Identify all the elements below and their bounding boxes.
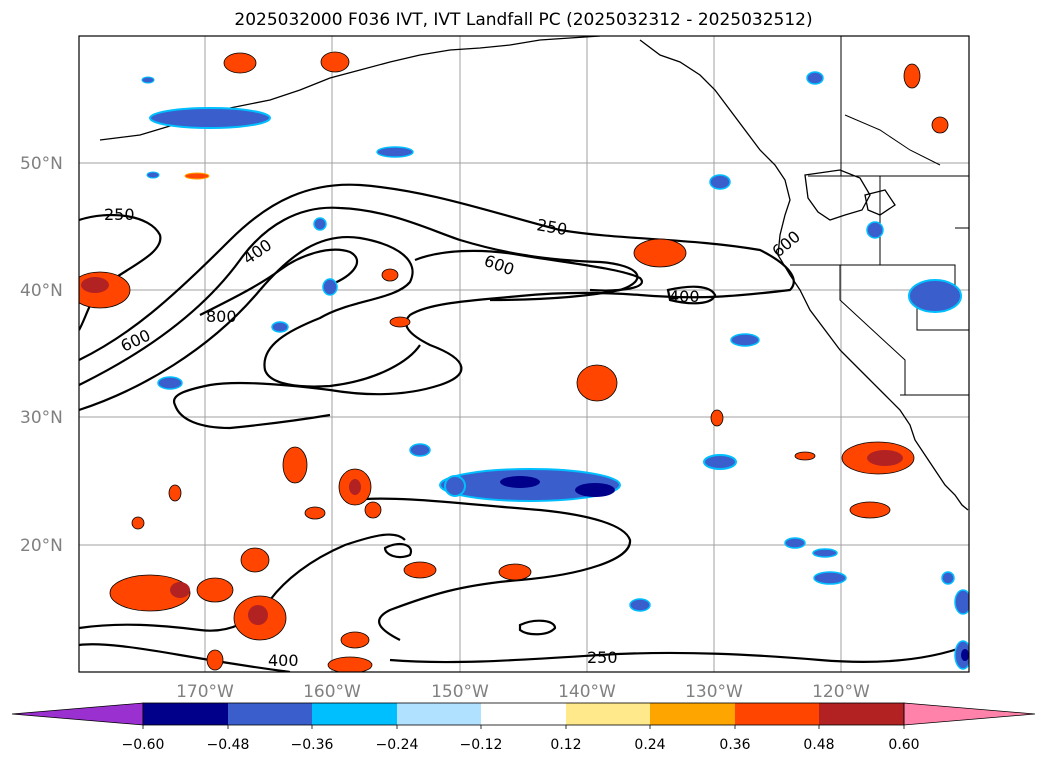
map-title: 2025032000 F036 IVT, IVT Landfall PC (20… [234, 10, 813, 30]
lon-label: 140°W [558, 682, 616, 702]
borders [790, 36, 969, 396]
colorbar-tick: 0.12 [550, 737, 581, 753]
lon-label: 120°W [812, 682, 870, 702]
colorbar-tick: −0.12 [460, 737, 503, 753]
colorbar-segment [735, 703, 819, 725]
negative-ivt-regions [141, 71, 969, 670]
colorbar-tick: −0.60 [122, 737, 165, 753]
colorbar-segment [397, 703, 481, 725]
colorbar-segment [143, 703, 228, 725]
colorbar-tick: −0.24 [376, 737, 419, 753]
colorbar-tick: 0.60 [888, 737, 919, 753]
colorbar-segment [481, 703, 566, 725]
lat-label: 20°N [20, 536, 63, 556]
colorbar-tick: 0.24 [634, 737, 665, 753]
contour-label: 250 [104, 205, 135, 224]
colorbar-tick: 0.48 [803, 737, 834, 753]
map-frame [78, 35, 970, 673]
lat-label: 30°N [20, 408, 63, 428]
ivt-contours [79, 183, 969, 672]
colorbar-segment [566, 703, 650, 725]
positive-ivt-regions [79, 51, 949, 672]
colorbar-tick: 0.36 [719, 737, 750, 753]
lon-label: 160°W [303, 682, 361, 702]
colorbar-tick: −0.36 [291, 737, 334, 753]
colorbar-extend-min [11, 702, 144, 726]
colorbar-segment [650, 703, 735, 725]
lon-label: 130°W [685, 682, 743, 702]
lon-label: 170°W [176, 682, 234, 702]
colorbar-segment [312, 703, 397, 725]
colorbar-tick: −0.48 [207, 737, 250, 753]
contour-label: 800 [206, 307, 237, 326]
latitude-labels: 50°N 40°N 30°N 20°N [20, 154, 63, 556]
colorbar-segment [819, 703, 904, 725]
lon-label: 150°W [431, 682, 489, 702]
contour-label: 400 [268, 651, 299, 670]
longitude-labels: 170°W 160°W 150°W 140°W 130°W 120°W [176, 682, 870, 702]
colorbar-extend-max [903, 702, 1036, 726]
colorbar-segment [228, 703, 312, 725]
colorbar: −0.60 −0.48 −0.36 −0.24 −0.12 0.12 0.24 … [11, 702, 1036, 753]
lat-label: 40°N [20, 281, 63, 301]
contour-label: 400 [669, 287, 700, 306]
contour-label: 250 [587, 648, 618, 667]
lat-label: 50°N [20, 154, 63, 174]
